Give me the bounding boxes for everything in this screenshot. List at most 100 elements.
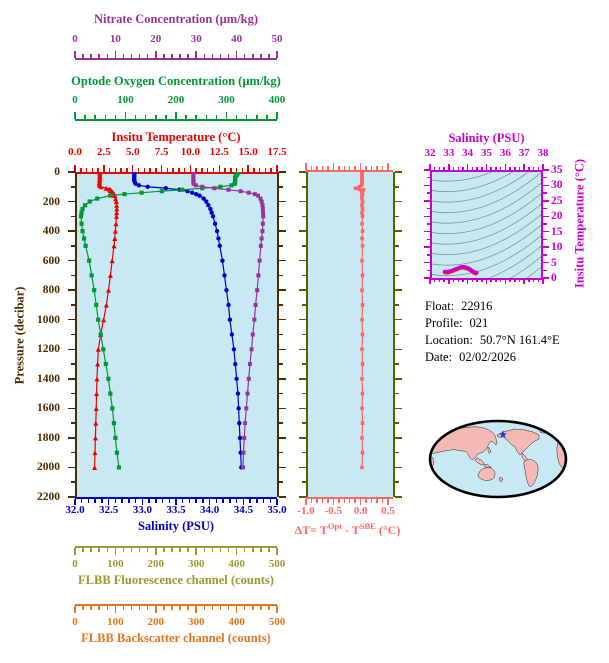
minor-tick (155, 115, 157, 119)
major-tick (485, 164, 488, 170)
ts-top-ticks (429, 163, 544, 170)
major-tick (305, 163, 307, 170)
minor-tick (122, 606, 125, 610)
major-tick (114, 606, 117, 613)
minor-tick (188, 499, 191, 503)
main-plot-top-axis (74, 161, 278, 174)
minor-tick (476, 278, 478, 282)
tick-label: 10.0 (180, 146, 201, 158)
major-tick (424, 184, 430, 187)
minor-tick (302, 215, 306, 218)
major-tick (279, 378, 286, 380)
major-tick (276, 112, 278, 119)
major-tick (424, 277, 430, 279)
major-tick (395, 437, 402, 439)
minor-tick (114, 115, 117, 119)
minor-tick (185, 115, 187, 119)
minor-tick (532, 278, 535, 282)
tick-label: 36 (499, 147, 511, 159)
major-tick (279, 348, 286, 351)
minor-tick (302, 274, 306, 277)
minor-tick (195, 168, 197, 172)
minor-tick (528, 278, 530, 282)
minor-tick (215, 115, 218, 119)
minor-tick (243, 54, 246, 58)
minor-tick (202, 499, 204, 503)
minor-tick (187, 606, 189, 610)
major-tick (235, 51, 238, 58)
minor-tick (543, 192, 547, 194)
minor-tick (381, 499, 384, 503)
major-tick (424, 169, 430, 171)
major-tick (189, 165, 192, 172)
oxygen-axis-title: Optode Oxygen Concentration (µm/kg) (71, 74, 281, 88)
minor-tick (310, 166, 313, 170)
minor-tick (426, 207, 430, 210)
major-tick (68, 437, 75, 439)
tick-label: 34.5 (233, 504, 253, 516)
major-tick (395, 289, 402, 291)
minor-tick (211, 54, 214, 58)
major-tick (68, 259, 75, 262)
ts-salinity-axis-title: Salinity (PSU) (448, 131, 525, 145)
tick-label: 0.5 (381, 505, 395, 517)
tick-label: 1000 (37, 313, 60, 326)
minor-tick (134, 499, 137, 503)
minor-tick (121, 499, 123, 503)
major-tick (395, 496, 402, 498)
major-tick (466, 164, 469, 170)
minor-tick (85, 168, 88, 172)
major-tick (276, 606, 278, 613)
tick-label: 33.0 (132, 504, 152, 516)
major-tick (114, 51, 117, 58)
major-tick (74, 606, 76, 613)
minor-tick (395, 274, 399, 277)
major-tick (68, 496, 75, 498)
minor-tick (321, 166, 324, 170)
tick-label: 35 (481, 147, 492, 159)
major-tick (299, 289, 306, 291)
minor-tick (98, 548, 100, 552)
major-tick (299, 466, 306, 469)
tick-label: 17.5 (267, 146, 287, 158)
minor-tick (90, 54, 92, 58)
tick-label: -0.5 (324, 505, 343, 517)
tick-label: 2.5 (96, 146, 111, 158)
major-tick (279, 437, 286, 439)
major-tick (429, 278, 431, 284)
tick-label: 40 (231, 33, 243, 45)
minor-tick (71, 333, 75, 336)
minor-tick (183, 168, 186, 172)
tick-label: 800 (42, 284, 60, 297)
tick-label: 30 (551, 179, 563, 192)
minor-tick (229, 499, 231, 503)
minor-tick (82, 548, 84, 552)
major-tick (395, 318, 402, 321)
major-tick (279, 289, 286, 291)
minor-tick (395, 304, 399, 306)
major-tick (208, 499, 211, 505)
minor-tick (166, 168, 169, 172)
tick-label: 200 (147, 616, 165, 628)
minor-tick (215, 499, 218, 503)
major-tick (485, 278, 488, 284)
minor-tick (457, 278, 459, 282)
tick-label: 400 (42, 225, 60, 238)
major-tick (218, 165, 221, 172)
delta-t-curve (353, 172, 366, 470)
minor-tick (365, 166, 367, 170)
tick-label: 1400 (37, 372, 60, 385)
tick-label: 200 (42, 195, 60, 208)
major-tick (466, 278, 469, 284)
major-tick (276, 165, 278, 172)
minor-tick (457, 166, 459, 170)
minor-tick (71, 304, 75, 306)
minor-tick (130, 548, 133, 552)
minor-tick (279, 451, 283, 454)
major-tick (543, 215, 549, 218)
tick-label: 0 (72, 558, 78, 570)
minor-tick (171, 606, 173, 610)
tick-label: 12.5 (209, 146, 229, 158)
minor-tick (269, 499, 272, 503)
major-tick (68, 171, 75, 173)
